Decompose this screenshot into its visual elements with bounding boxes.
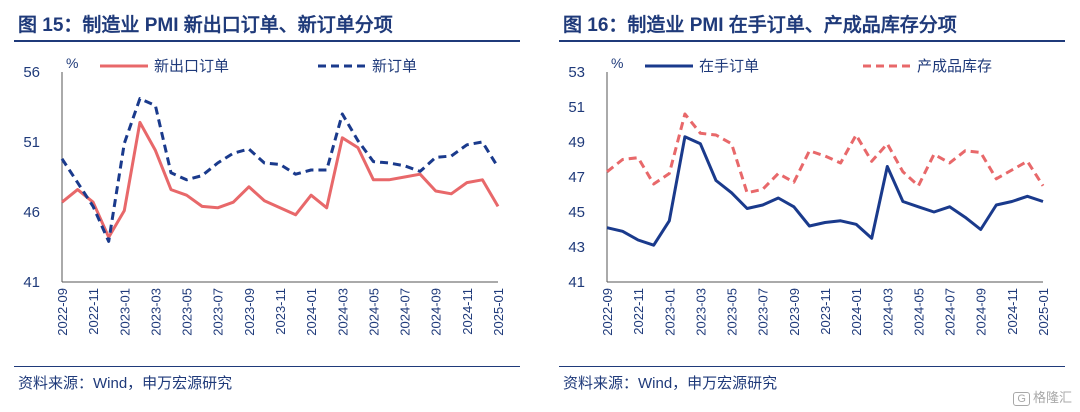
legend-label: 新出口订单 — [154, 58, 229, 75]
x-tick-label: 2024-03 — [880, 288, 895, 336]
x-tick-label: 2024-07 — [943, 288, 958, 336]
line-chart-new-orders: % 41 46 51 56 2022-09 2022-11 2023-01 2023-03 202… — [23, 55, 506, 336]
y-tick-label: 49 — [568, 134, 585, 151]
x-tick-label: 2024-11 — [1005, 288, 1020, 335]
x-tick-label: 2022-11 — [86, 288, 101, 335]
series-line-1 — [606, 112, 1045, 195]
x-tick-label: 2023-03 — [693, 288, 708, 336]
watermark-text: 格隆汇 — [1032, 390, 1072, 405]
x-tick-label: 2023-11 — [273, 288, 288, 335]
x-tick-label: 2024-09 — [429, 288, 444, 336]
y-tick-label: 46 — [23, 204, 40, 221]
x-tick-label: 2023-09 — [242, 288, 257, 336]
watermark-logo-icon: G — [1013, 392, 1030, 406]
x-tick-label: 2024-05 — [911, 288, 926, 336]
x-tick-label: 2024-05 — [366, 288, 381, 336]
x-tick-label: 2023-01 — [662, 288, 677, 336]
title-divider — [559, 40, 1065, 42]
x-tick-label: 2024-03 — [335, 288, 350, 336]
y-tick-label: 43 — [568, 239, 585, 256]
x-tick-label: 2024-07 — [398, 288, 413, 336]
x-tick-label: 2025-01 — [1036, 288, 1051, 336]
y-tick-label: 51 — [568, 99, 585, 116]
source-note: 资料来源：Wind，申万宏源研究 — [18, 375, 233, 392]
watermark: G 格隆汇 — [1013, 387, 1072, 406]
x-tick-label: 2023-05 — [725, 288, 740, 336]
x-tick-label: 2022-09 — [600, 288, 615, 336]
x-tick-label: 2023-07 — [756, 288, 771, 336]
y-tick-label: 53 — [568, 64, 585, 81]
left-chart-panel: 图 15：制造业 PMI 新出口订单、新订单分项 % 41 46 51 56 2022-0… — [0, 0, 520, 412]
y-tick-label: 56 — [23, 64, 40, 81]
x-tick-label: 2024-11 — [460, 288, 475, 335]
y-tick-label: 41 — [568, 274, 585, 291]
right-chart-panel: 图 16：制造业 PMI 在手订单、产成品库存分项 % 41 43 45 47 49 51 5… — [545, 0, 1065, 412]
series-line-1 — [60, 97, 500, 243]
x-tick-label: 2023-05 — [180, 288, 195, 336]
x-tick-label: 2024-09 — [974, 288, 989, 336]
series-line-0 — [61, 120, 500, 239]
y-unit-label: % — [611, 55, 623, 71]
y-tick-label: 47 — [568, 169, 585, 186]
y-tick-label: 45 — [568, 204, 585, 221]
source-divider — [559, 366, 1065, 367]
series-line-0 — [606, 135, 1044, 247]
source-note: 资料来源：Wind，申万宏源研究 — [563, 375, 778, 392]
x-tick-label: 2023-11 — [818, 288, 833, 335]
source-divider — [14, 366, 520, 367]
legend-label: 在手订单 — [699, 58, 759, 75]
chart-title: 图 16：制造业 PMI 在手订单、产成品库存分项 — [563, 15, 957, 36]
legend-label: 新订单 — [372, 58, 417, 75]
chart-title: 图 15：制造业 PMI 新出口订单、新订单分项 — [18, 15, 393, 36]
legend-label: 产成品库存 — [917, 58, 992, 75]
y-tick-label: 41 — [23, 274, 40, 291]
x-tick-label: 2024-01 — [304, 288, 319, 336]
y-unit-label: % — [66, 55, 78, 71]
x-tick-label: 2022-09 — [55, 288, 70, 336]
x-tick-label: 2023-03 — [148, 288, 163, 336]
y-tick-label: 51 — [23, 134, 40, 151]
line-chart-backlog-inventory: % 41 43 45 47 49 51 53 2022-09 2022-11 2023-01 2023… — [568, 55, 1051, 336]
title-divider — [14, 40, 520, 42]
x-tick-label: 2023-09 — [787, 288, 802, 336]
x-tick-label: 2023-07 — [211, 288, 226, 336]
x-tick-label: 2022-11 — [631, 288, 646, 335]
x-tick-label: 2024-01 — [849, 288, 864, 336]
x-tick-label: 2025-01 — [491, 288, 506, 336]
x-tick-label: 2023-01 — [117, 288, 132, 336]
